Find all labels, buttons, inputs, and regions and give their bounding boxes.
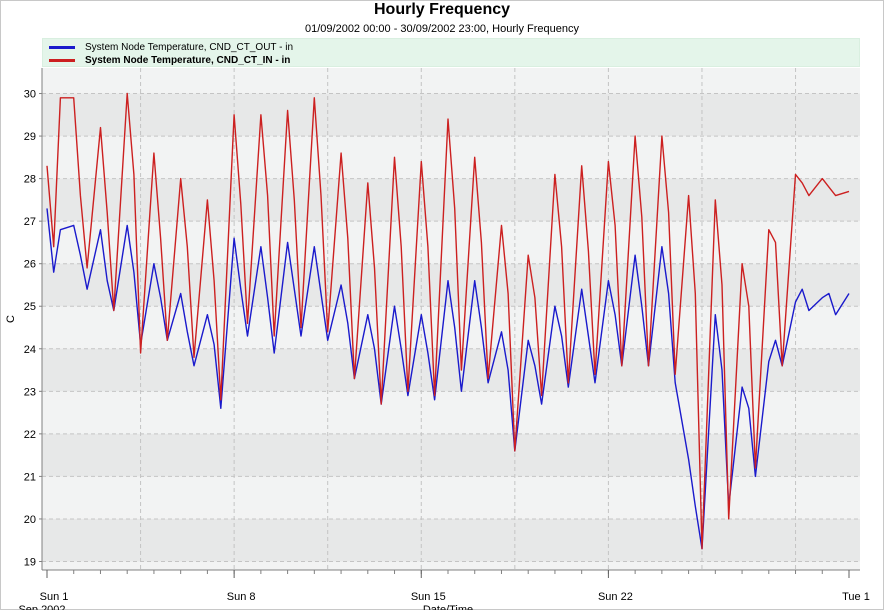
y-tick-label: 19 [24, 556, 36, 568]
legend-item-in: System Node Temperature, CND_CT_IN - in [49, 54, 290, 67]
x-tick-label: Sun 8 [227, 591, 256, 603]
plot-band [42, 433, 860, 477]
chart-title: Hourly Frequency [373, 1, 511, 18]
y-tick-label: 20 [24, 514, 36, 526]
y-tick-label: 25 [24, 301, 36, 313]
plot-band [42, 518, 860, 562]
x-tick-sublabel: Sep 2002 [18, 604, 65, 610]
y-tick-label: 21 [24, 471, 36, 483]
x-tick-label: Tue 1 [842, 591, 870, 603]
x-tick-label: Sun 22 [598, 591, 633, 603]
series-line-out [46, 208, 850, 550]
plot-band [42, 93, 860, 137]
legend-item-out: System Node Temperature, CND_CT_OUT - in [49, 41, 293, 54]
y-tick-label: 28 [24, 174, 36, 186]
legend: System Node Temperature, CND_CT_OUT - in… [42, 38, 860, 67]
x-axis-label: Date/Time [423, 604, 473, 610]
y-tick-label: 22 [24, 429, 36, 441]
y-axis-label: C [5, 315, 17, 323]
y-tick-label: 27 [24, 216, 36, 228]
plot-band [42, 178, 860, 222]
legend-label-in: System Node Temperature, CND_CT_IN - in [85, 55, 291, 66]
legend-label-out: System Node Temperature, CND_CT_OUT - in [85, 42, 294, 53]
legend-swatch-out [49, 46, 75, 49]
chart-subtitle: 01/09/2002 00:00 - 30/09/2002 23:00, Hou… [305, 23, 579, 35]
x-tick-label: Sun 15 [411, 591, 446, 603]
legend-swatch-in [49, 59, 75, 62]
series-line-in [46, 92, 850, 550]
plot-area [42, 68, 860, 570]
y-tick-label: 23 [24, 386, 36, 398]
y-tick-label: 26 [24, 259, 36, 271]
x-tick-label: Sun 1 [40, 591, 69, 603]
y-tick-label: 29 [24, 131, 36, 143]
y-tick-label: 30 [24, 89, 36, 101]
y-tick-label: 24 [24, 344, 36, 356]
